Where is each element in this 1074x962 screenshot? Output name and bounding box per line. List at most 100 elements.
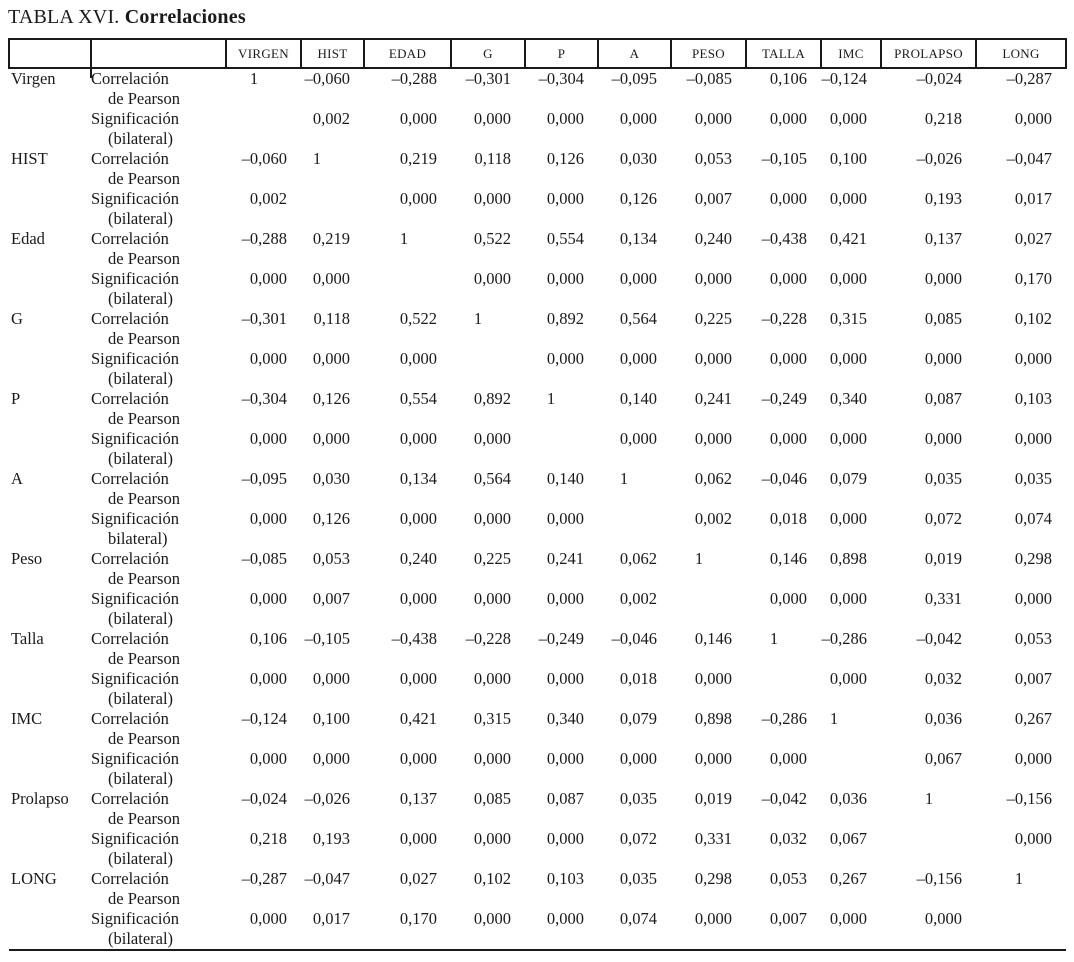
- stat-label-pearson: Correlación de Pearson: [91, 469, 226, 509]
- significance-value: 0,000: [924, 429, 962, 448]
- significance-value: [598, 509, 671, 549]
- row-label: G: [11, 309, 23, 328]
- significance-value: 0,000: [829, 589, 867, 608]
- significance-value: 0,000: [546, 349, 584, 368]
- stat-label-line1: Correlación: [91, 469, 169, 488]
- correlation-value: 1,000: [312, 149, 322, 168]
- stat-label-line2: (bilateral): [108, 369, 174, 388]
- correlation-value: 0,267: [829, 869, 867, 888]
- stat-label-line1: Significación: [91, 509, 179, 528]
- stat-label-line1: Correlación: [91, 69, 169, 88]
- stat-label-line1: Correlación: [91, 229, 169, 248]
- table-row-significance: Significación (bilateral) 0,000 0,017 0,170 0…: [9, 909, 1066, 950]
- correlation-value: –0,026: [916, 149, 962, 168]
- correlation-value: –0,046: [611, 629, 657, 648]
- correlation-value: 0,079: [829, 469, 867, 488]
- significance-value: 0,000: [312, 429, 350, 448]
- correlation-value: –0,124: [821, 69, 867, 88]
- correlation-value: 0,267: [1014, 709, 1052, 728]
- stat-label-line1: Correlación: [91, 389, 169, 408]
- significance-value: [226, 109, 301, 149]
- significance-value: 0,002: [249, 189, 287, 208]
- stat-label-pearson: Correlación de Pearson: [91, 789, 226, 829]
- stat-label-line1: Correlación: [91, 709, 169, 728]
- significance-value: 0,000: [546, 269, 584, 288]
- significance-value: 0,000: [829, 269, 867, 288]
- correlation-value: 0,102: [1014, 309, 1052, 328]
- stat-label-line1: Significación: [91, 749, 179, 768]
- significance-value: 0,002: [619, 589, 657, 608]
- significance-value: 0,000: [473, 429, 511, 448]
- correlation-value: 0,134: [399, 469, 437, 488]
- correlation-value: 0,140: [619, 389, 657, 408]
- significance-value: 0,000: [399, 189, 437, 208]
- row-label: LONG: [11, 869, 57, 888]
- correlation-value: 0,554: [546, 229, 584, 248]
- correlation-value: 1,000: [694, 549, 704, 568]
- significance-value: 0,000: [249, 429, 287, 448]
- significance-value: 0,000: [312, 269, 350, 288]
- table-title-emphasis: Correlaciones: [124, 6, 246, 28]
- stat-label-line2: de Pearson: [108, 889, 180, 908]
- correlation-value: –0,438: [391, 629, 437, 648]
- significance-value: 0,000: [1014, 429, 1052, 448]
- correlation-value: 0,079: [619, 709, 657, 728]
- stat-label-line2: (bilateral): [108, 849, 174, 868]
- table-row-significance: Significación (bilateral) 0,000 0,000 0,000 0…: [9, 349, 1066, 389]
- row-label: Peso: [11, 549, 43, 568]
- correlation-value: 0,137: [399, 789, 437, 808]
- significance-value: 0,000: [1014, 349, 1052, 368]
- significance-value: 0,000: [694, 109, 732, 128]
- stat-label-line2: bilateral): [108, 529, 168, 548]
- significance-value: 0,000: [769, 189, 807, 208]
- correlation-value: –0,042: [916, 629, 962, 648]
- stat-label-line1: Significación: [91, 589, 179, 608]
- correlation-value: –0,085: [686, 69, 732, 88]
- correlation-value: –0,286: [821, 629, 867, 648]
- correlation-value: 0,146: [694, 629, 732, 648]
- significance-value: 0,000: [249, 749, 287, 768]
- stat-label-pearson: Correlación de Pearson: [91, 229, 226, 269]
- column-header-peso: PESO: [670, 38, 747, 69]
- significance-value: 0,018: [619, 669, 657, 688]
- correlation-value: –0,156: [916, 869, 962, 888]
- significance-value: 0,032: [924, 669, 962, 688]
- significance-value: 0,000: [546, 189, 584, 208]
- stat-label-pearson: Correlación de Pearson: [91, 68, 226, 109]
- significance-value: 0,000: [546, 829, 584, 848]
- correlation-value: 0,225: [473, 549, 511, 568]
- correlation-value: –0,046: [761, 469, 807, 488]
- significance-value: 0,000: [473, 669, 511, 688]
- correlation-value: 0,087: [924, 389, 962, 408]
- stat-label-significance: Significación (bilateral): [91, 589, 226, 629]
- significance-value: 0,000: [769, 429, 807, 448]
- significance-value: 0,000: [546, 109, 584, 128]
- significance-value: 0,000: [1014, 829, 1052, 848]
- correlation-value: 0,036: [829, 789, 867, 808]
- table-row-pearson: P Correlación de Pearson –0,304 0,126 0,554 0,…: [9, 389, 1066, 429]
- significance-value: 0,218: [249, 829, 287, 848]
- significance-value: 0,000: [694, 909, 732, 928]
- correlation-value: –0,105: [761, 149, 807, 168]
- correlation-value: 0,035: [619, 789, 657, 808]
- correlation-value: –0,085: [241, 549, 287, 568]
- significance-value: 0,331: [694, 829, 732, 848]
- table-row-significance: Significación (bilateral) 0,000 0,000 0,000 0…: [9, 429, 1066, 469]
- stat-label-line1: Correlación: [91, 549, 169, 568]
- significance-value: 0,000: [619, 349, 657, 368]
- stat-label-header-empty: [90, 38, 227, 69]
- correlation-value: 0,087: [546, 789, 584, 808]
- correlation-value: –0,024: [916, 69, 962, 88]
- significance-value: 0,000: [399, 749, 437, 768]
- significance-value: 0,000: [249, 669, 287, 688]
- correlation-value: –0,301: [241, 309, 287, 328]
- column-header-prolapso: PROLAPSO: [880, 38, 977, 69]
- significance-value: 0,218: [924, 109, 962, 128]
- correlation-value: 0,085: [924, 309, 962, 328]
- correlation-value: 1,000: [546, 389, 556, 408]
- correlation-value: 1,000: [399, 229, 409, 248]
- row-label: Edad: [11, 229, 45, 248]
- table-row-significance: Significación (bilateral) 0,000 0,000 0,000 0…: [9, 269, 1066, 309]
- correlation-value: 0,053: [769, 869, 807, 888]
